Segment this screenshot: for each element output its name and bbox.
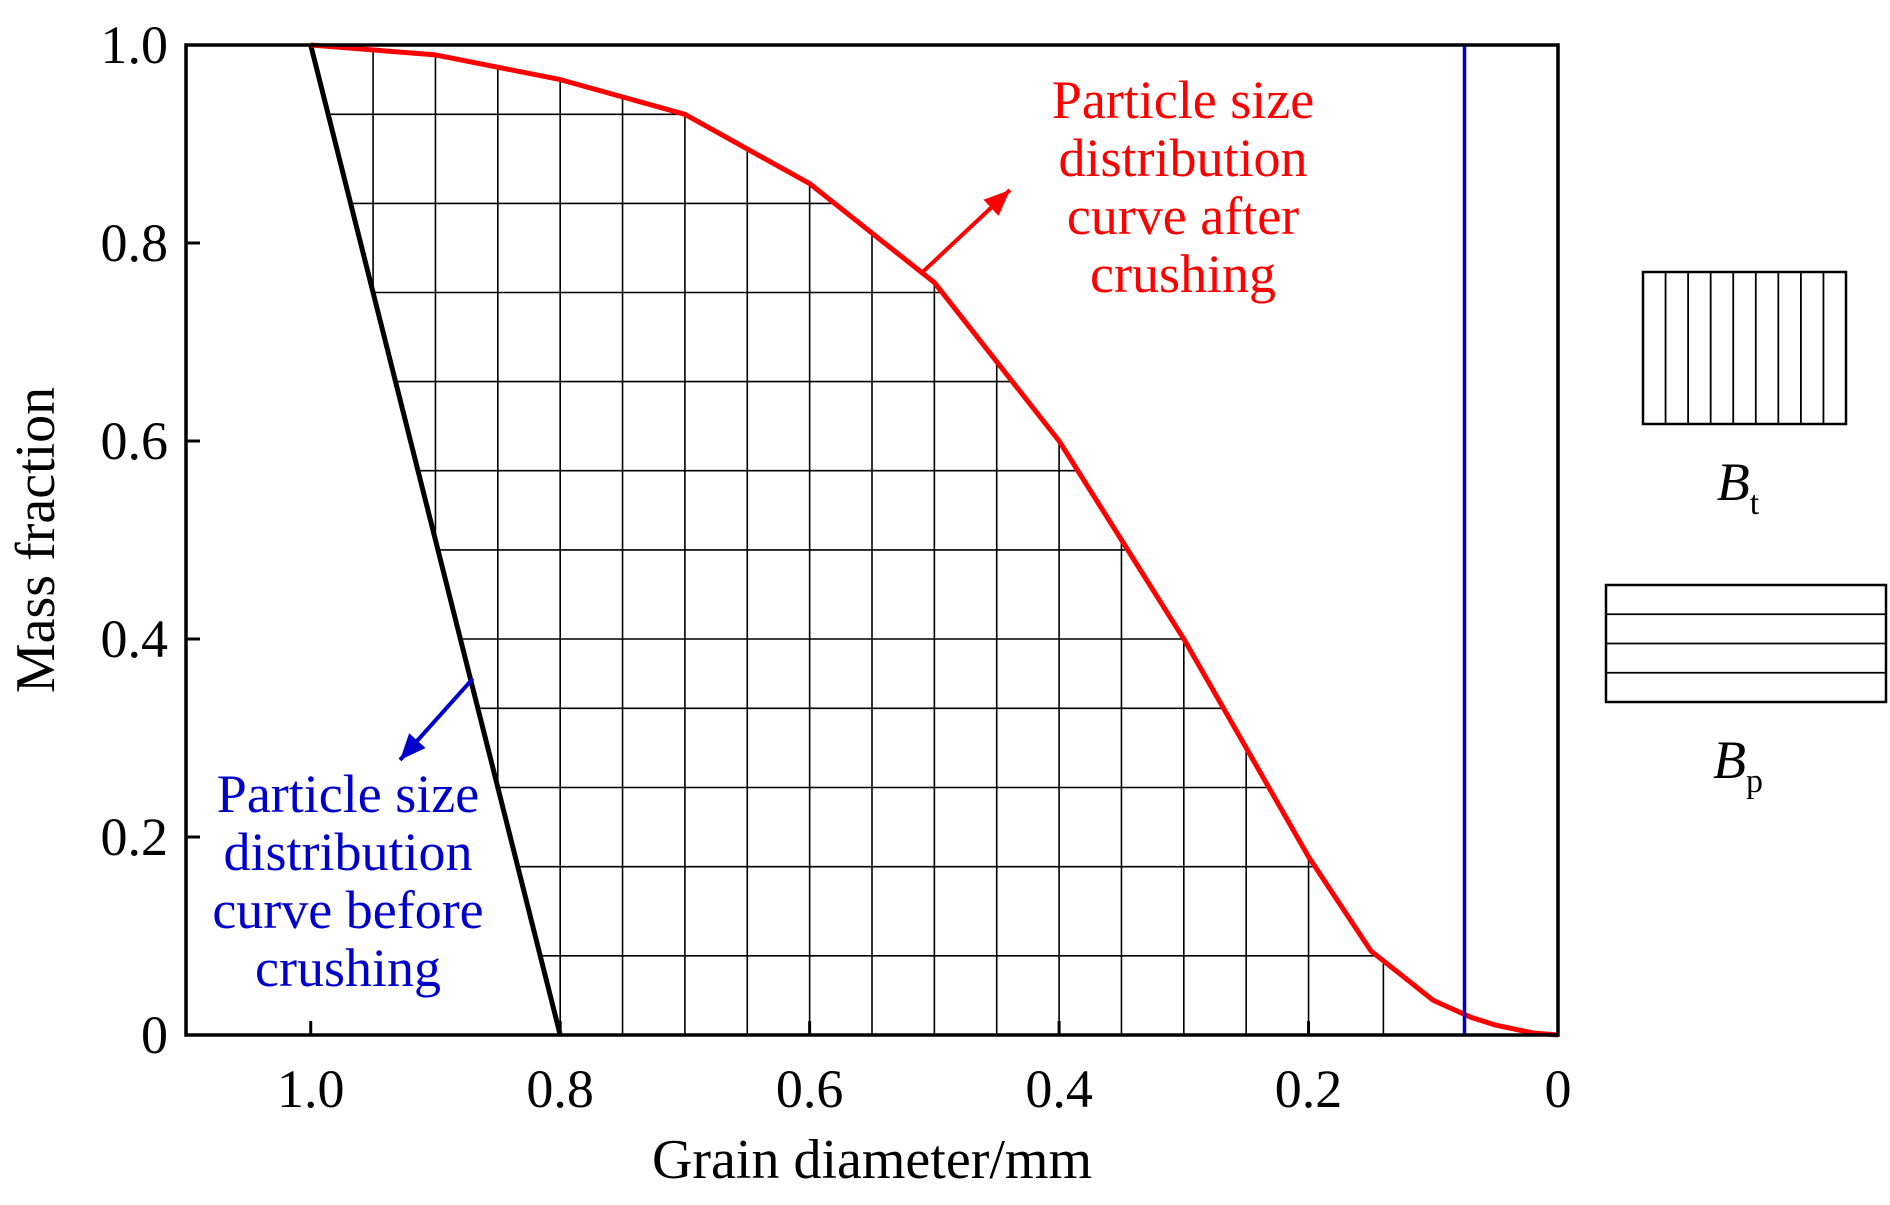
annotation-line: distribution <box>223 822 472 882</box>
annotation-1-arrowhead <box>400 733 426 760</box>
y-tick-label: 0.6 <box>101 411 169 471</box>
y-axis: 0 0.2 0.4 0.6 0.8 1.0 <box>101 15 200 1065</box>
legend-item-p: Bp <box>1604 583 1888 800</box>
y-tick-label: 0 <box>141 1005 168 1065</box>
annotation-line: distribution <box>1058 128 1307 188</box>
x-tick-label: 1.0 <box>277 1059 345 1119</box>
legend-item-t: Bt <box>1641 270 1848 522</box>
x-tick-label: 0.2 <box>1275 1059 1343 1119</box>
annotation-line: crushing <box>255 938 441 998</box>
y-tick-label: 1.0 <box>101 15 169 75</box>
annotation-line: Particle size <box>1052 70 1314 130</box>
y-tick-label: 0.8 <box>101 213 169 273</box>
legend-label-subscript: p <box>1746 763 1763 800</box>
legend-label-main: B <box>1717 452 1750 512</box>
annotations: Particle size distribution curve after crus… <box>212 70 1314 998</box>
annotation-0-text: Particle size distribution curve after crus… <box>1052 70 1314 304</box>
legend-label-subscript: t <box>1750 485 1760 522</box>
legend-swatch-vertical <box>1641 270 1848 426</box>
x-tick-label: 0.8 <box>526 1059 594 1119</box>
x-tick-label: 0.6 <box>776 1059 844 1119</box>
legend-label: Bp <box>1713 730 1763 800</box>
legend-label: Bt <box>1717 452 1760 522</box>
x-tick-label: 0 <box>1545 1059 1572 1119</box>
x-axis: 1.0 0.8 0.6 0.4 0.2 0 <box>277 1021 1572 1119</box>
y-tick-label: 0.4 <box>101 609 169 669</box>
annotation-line: curve after <box>1067 186 1299 246</box>
y-axis-title: Mass fraction <box>5 387 67 693</box>
x-axis-title: Grain diameter/mm <box>652 1129 1092 1191</box>
annotation-line: Particle size <box>217 764 479 824</box>
plot-area-frame <box>184 43 1560 1037</box>
x-tick-label: 0.4 <box>1025 1059 1093 1119</box>
annotation-1-text: Particle size distribution curve before cru… <box>212 764 483 998</box>
series-1-line <box>310 42 1559 1038</box>
annotation-line: curve before <box>212 880 483 940</box>
hatch-region <box>328 49 1385 1035</box>
annotation-0-arrowhead <box>983 190 1010 216</box>
series-0-line <box>308 44 563 1036</box>
y-tick-label: 0.2 <box>101 807 169 867</box>
annotation-line: crushing <box>1090 244 1276 304</box>
series-layer <box>308 42 1559 1038</box>
legend-label-main: B <box>1713 730 1746 790</box>
